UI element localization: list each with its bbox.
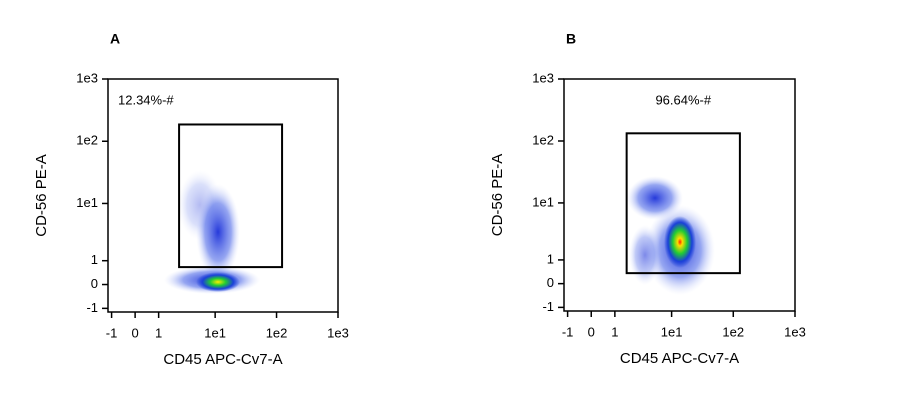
x-tick-label: 1e2 [722,324,744,339]
y-tick-label: -1 [86,300,98,315]
gate-label: 96.64%-# [655,92,711,107]
y-tick-label: 1e1 [532,194,554,209]
y-tick-label: 1 [91,252,98,267]
x-axis-label: CD45 APC-Cv7-A [163,351,282,368]
x-tick-label: 1e3 [784,324,806,339]
x-tick-label: 1e2 [266,325,288,340]
y-tick-label: 1e1 [76,195,98,210]
x-tick-label: -1 [562,324,574,339]
y-tick-label: 0 [91,276,98,291]
panel-title: A [110,31,120,47]
panel-title: B [566,31,576,47]
y-tick-label: 1e2 [76,133,98,148]
x-tick-label: -1 [106,325,118,340]
gate [625,132,741,275]
density-b [627,176,715,295]
x-tick-label: 0 [588,324,595,339]
plot-frame [107,78,339,313]
plot-frame [563,78,796,312]
y-tick-label: 1e2 [532,132,554,147]
y-axis-label: CD-56 PE-A [33,154,50,237]
x-tick-label: 1 [155,325,162,340]
gate [178,123,284,269]
gate-label: 12.34%-# [118,92,174,107]
y-tick-label: 1e3 [76,70,98,85]
y-tick-label: 0 [547,275,554,290]
y-axis-label: CD-56 PE-A [489,154,506,237]
density-a [164,170,260,294]
y-tick-label: -1 [542,299,554,314]
y-tick-label: 1 [547,251,554,266]
x-tick-label: 1e1 [204,325,226,340]
x-tick-label: 1 [611,324,618,339]
y-tick-label: 1e3 [532,70,554,85]
x-tick-label: 1e1 [661,324,683,339]
x-tick-label: 0 [132,325,139,340]
x-axis-label: CD45 APC-Cv7-A [620,350,739,367]
x-tick-label: 1e3 [327,325,349,340]
